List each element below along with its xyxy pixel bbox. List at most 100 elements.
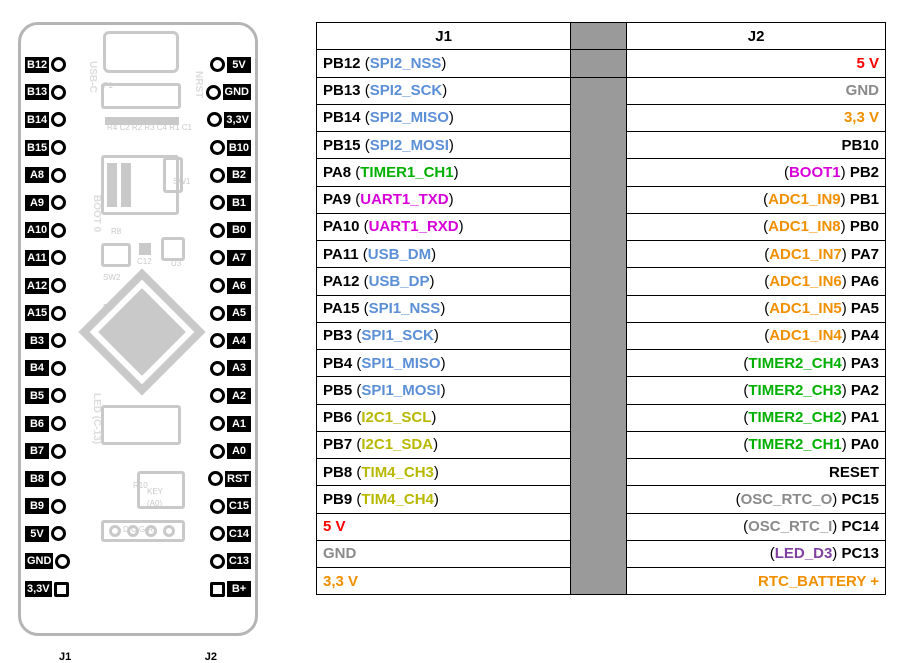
pinout-cell-mid [571, 568, 627, 595]
pin-pad [210, 278, 225, 293]
pinout-row: GND(LED_D3) PC13 [317, 540, 886, 567]
pin-pad [51, 250, 66, 265]
pinout-cell-mid [571, 213, 627, 240]
pinout-cell-j1: 5 V [317, 513, 571, 540]
pinout-cell-j2: 5 V [627, 50, 886, 77]
pin-row: B0 [181, 217, 251, 245]
pinout-cell-j2: (OSC_RTC_I) PC14 [627, 513, 886, 540]
pinout-text-segment: USB_DP [369, 273, 430, 290]
pin-row: B8 [25, 465, 95, 493]
pin-pad [51, 278, 66, 293]
pin-row: B1 [181, 189, 251, 217]
pin-label: B13 [25, 84, 49, 100]
pin-pad [210, 388, 225, 403]
pinout-text-segment: ) [454, 164, 459, 181]
pin-label: A3 [227, 360, 251, 376]
pinout-row: PA9 (UART1_TXD)(ADC1_IN9) PB1 [317, 186, 886, 213]
pinout-text-segment: PA1 [851, 409, 879, 426]
pin-row: A7 [181, 244, 251, 272]
pinout-row: PB6 (I2C1_SCL)(TIMER2_CH2) PA1 [317, 404, 886, 431]
pinout-cell-j1: GND [317, 540, 571, 567]
pinout-text-segment: LED_D3 [775, 545, 833, 562]
pinout-text-segment: ( [351, 164, 360, 181]
pin-label: A4 [227, 333, 251, 349]
pin-row: A1 [181, 410, 251, 438]
pinout-cell-j2: (ADC1_IN7) PA7 [627, 241, 886, 268]
pinout-cell-mid [571, 350, 627, 377]
board-small-label: R10 [133, 481, 148, 490]
pin-pad [210, 195, 225, 210]
pinout-text-segment: ) [449, 191, 454, 208]
pin-pad [210, 333, 225, 348]
pinout-row: PA10 (UART1_RXD)(ADC1_IN8) PB0 [317, 213, 886, 240]
pin-label: A0 [227, 443, 251, 459]
pin-row: B13 [25, 79, 95, 107]
pinout-cell-j2: (TIMER2_CH1) PA0 [627, 431, 886, 458]
pinout-text-segment: ADC1_IN9 [768, 191, 841, 208]
pin-pad [55, 554, 70, 569]
pinout-text-segment: ) [842, 300, 851, 317]
pinout-text-segment: ) [842, 436, 851, 453]
pinout-cell-mid [571, 159, 627, 186]
pinout-text-segment: I2C1_SDA [361, 436, 433, 453]
pin-label: B12 [25, 57, 49, 73]
pin-pad [207, 112, 222, 127]
pinout-text-segment: ) [441, 355, 446, 372]
pinout-text-segment: TIMER2_CH2 [748, 409, 841, 426]
pin-row: A9 [25, 189, 95, 217]
pinout-text-segment: PB13 [323, 82, 361, 99]
pin-pad [210, 223, 225, 238]
pinout-header-row: J1 J2 [317, 23, 886, 50]
pinout-cell-j2: (BOOT1) PB2 [627, 159, 886, 186]
pinout-cell-mid [571, 186, 627, 213]
pinout-table-body: PB12 (SPI2_NSS)5 VPB13 (SPI2_SCK)GNDPB14… [317, 50, 886, 595]
board-vertical-text: LED (C-13) [91, 393, 102, 444]
pinout-row: PB12 (SPI2_NSS)5 V [317, 50, 886, 77]
pin-label: B15 [25, 140, 49, 156]
swd-hole-4 [163, 525, 175, 537]
pinout-cell-j1: PB4 (SPI1_MISO) [317, 350, 571, 377]
pinout-text-segment: ) [842, 355, 851, 372]
pinout-cell-mid [571, 241, 627, 268]
pinout-row: PA12 (USB_DP)(ADC1_IN6) PA6 [317, 268, 886, 295]
pinout-text-segment: OSC_RTC_O [741, 491, 833, 508]
pin-row: A12 [25, 272, 95, 300]
pinout-cell-mid [571, 486, 627, 513]
pin-pad [206, 85, 221, 100]
board-sw2 [101, 243, 131, 267]
pinout-row: PA11 (USB_DM)(ADC1_IN7) PA7 [317, 241, 886, 268]
pin-label: GND [223, 84, 251, 100]
pinout-text-segment: ) [442, 82, 447, 99]
pinout-text-segment: 3,3 V [844, 109, 879, 126]
board-component-p1 [101, 83, 181, 109]
pinout-text-segment: UART1_TXD [360, 191, 448, 208]
pinout-cell-j2: (ADC1_IN9) PB1 [627, 186, 886, 213]
board-smd-1 [107, 163, 117, 207]
pin-pad [210, 140, 225, 155]
pinout-text-segment: GND [846, 82, 879, 99]
pin-row: A8 [25, 161, 95, 189]
pinout-text-segment: ) [431, 409, 436, 426]
board-vertical-text: USB-C [87, 61, 98, 93]
pin-pad [51, 140, 66, 155]
pin-pad [51, 471, 66, 486]
pin-row: B10 [181, 134, 251, 162]
pin-pad [210, 582, 225, 597]
pinout-text-segment: ( [361, 82, 370, 99]
pinout-text-segment: SPI2_MOSI [370, 137, 449, 154]
pinout-text-segment: SPI1_MISO [361, 355, 440, 372]
pinout-text-segment: ( [359, 218, 368, 235]
pinout-cell-j1: PB6 (I2C1_SCL) [317, 404, 571, 431]
pinout-row: PB14 (SPI2_MISO)3,3 V [317, 104, 886, 131]
pinout-cell-mid [571, 132, 627, 159]
pinout-text-segment: PB0 [850, 218, 879, 235]
pin-label: C13 [227, 553, 251, 569]
pin-label: B4 [25, 360, 49, 376]
pinout-cell-j2: (OSC_RTC_O) PC15 [627, 486, 886, 513]
pin-row: GND [181, 79, 251, 107]
pin-row: A5 [181, 299, 251, 327]
pinout-text-segment: PA12 [323, 273, 359, 290]
pinout-text-segment: PC13 [841, 545, 879, 562]
pin-row: A4 [181, 327, 251, 355]
pin-label: C14 [227, 526, 251, 542]
